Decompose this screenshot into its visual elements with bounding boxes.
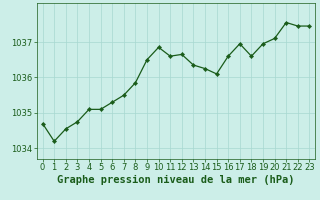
X-axis label: Graphe pression niveau de la mer (hPa): Graphe pression niveau de la mer (hPa) bbox=[57, 175, 295, 185]
